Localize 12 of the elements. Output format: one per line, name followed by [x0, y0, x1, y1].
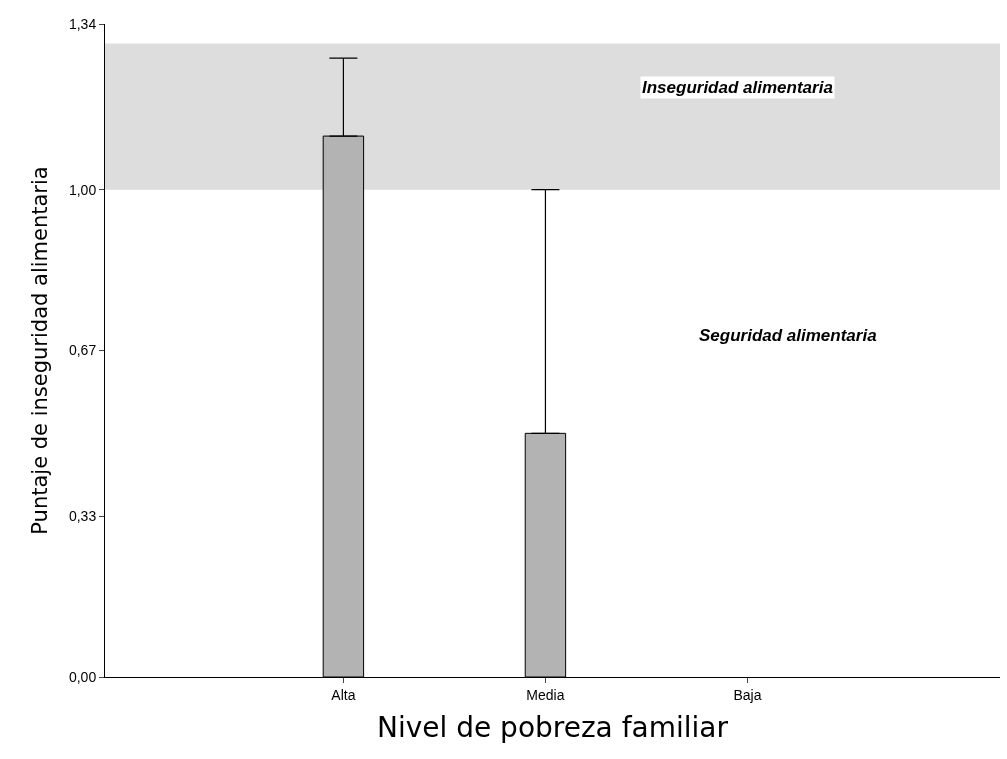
y-tick-label: 1,00 [68, 181, 97, 198]
y-tick-label: 1,34 [68, 15, 97, 32]
y-tick-label: 0,67 [68, 342, 97, 359]
annotation: Seguridad alimentaria [699, 326, 877, 345]
x-axis-title: Nivel de pobreza familiar [377, 710, 729, 744]
y-tick-label: 0,33 [68, 508, 97, 525]
band-label: Inseguridad alimentaria [642, 78, 833, 97]
x-tick-label: Alta [331, 686, 356, 703]
x-tick-label: Media [526, 686, 565, 703]
y-axis-title: Puntaje de inseguridad alimentaria [28, 166, 53, 535]
y-tick-label: 0,00 [68, 668, 97, 685]
x-tick-label: Baja [733, 686, 762, 703]
